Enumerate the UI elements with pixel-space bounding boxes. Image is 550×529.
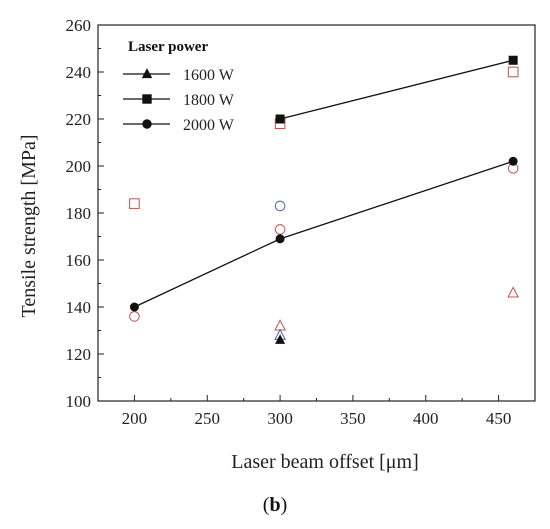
legend-label: 2000 W	[183, 117, 235, 134]
x-tick-label: 350	[340, 409, 366, 428]
data-point-square	[508, 55, 518, 65]
x-axis-title: Laser beam offset [μm]	[231, 451, 419, 473]
caption-letter: b	[269, 494, 281, 516]
tensile-strength-chart: 200 250 300 350 400 450 100 120 140 160 180 200 220 2…	[18, 16, 536, 473]
data-point-square	[275, 114, 285, 124]
legend-title: Laser power	[128, 39, 208, 55]
caption-close: )	[280, 494, 288, 516]
axes	[97, 24, 536, 402]
caption-open: (	[262, 494, 270, 516]
series-line	[279, 59, 514, 120]
series-line	[134, 160, 514, 308]
y-tick-label: 120	[66, 345, 92, 364]
data-point-circle	[508, 156, 518, 166]
y-tick-label: 240	[66, 63, 92, 82]
ticks: 200 250 300 350 400 450 100 120 140 160 180 200 220 2…	[66, 16, 512, 428]
y-tick-label: 200	[66, 157, 92, 176]
legend-label: 1800 W	[183, 92, 235, 109]
legend-marker-triangle	[141, 68, 153, 79]
y-axis-title: Tensile strength [MPa]	[18, 134, 40, 317]
plot-frame	[97, 24, 536, 402]
data-point-triangle	[275, 334, 286, 344]
legend: Laser power 1600 W 1800 W 2000 W	[123, 39, 235, 134]
x-tick-label: 450	[486, 409, 512, 428]
legend-marker-circle	[142, 119, 152, 129]
y-tick-label: 100	[66, 392, 92, 411]
x-tick-label: 400	[413, 409, 439, 428]
x-tick-label: 300	[267, 409, 293, 428]
sample-point-triangle	[507, 286, 520, 298]
y-tick-label: 160	[66, 251, 92, 270]
x-tick-label: 250	[195, 409, 221, 428]
y-tick-label: 220	[66, 110, 92, 129]
sample-point-circle	[274, 200, 286, 212]
sample-point-triangle	[274, 319, 286, 331]
data-point-circle	[129, 302, 139, 312]
y-tick-label: 260	[66, 16, 92, 35]
y-tick-label: 180	[66, 204, 92, 223]
series-markers	[129, 55, 518, 344]
sample-point-circle	[129, 311, 140, 322]
sample-point-circle	[274, 224, 286, 235]
sample-point-square	[129, 198, 140, 209]
legend-label: 1600 W	[183, 67, 235, 84]
legend-marker-square	[142, 94, 152, 104]
x-tick-label: 200	[122, 409, 148, 428]
y-tick-label: 140	[66, 298, 92, 317]
sample-point-square	[507, 66, 519, 78]
data-point-circle	[275, 234, 285, 244]
figure-caption: (b)	[0, 494, 550, 517]
